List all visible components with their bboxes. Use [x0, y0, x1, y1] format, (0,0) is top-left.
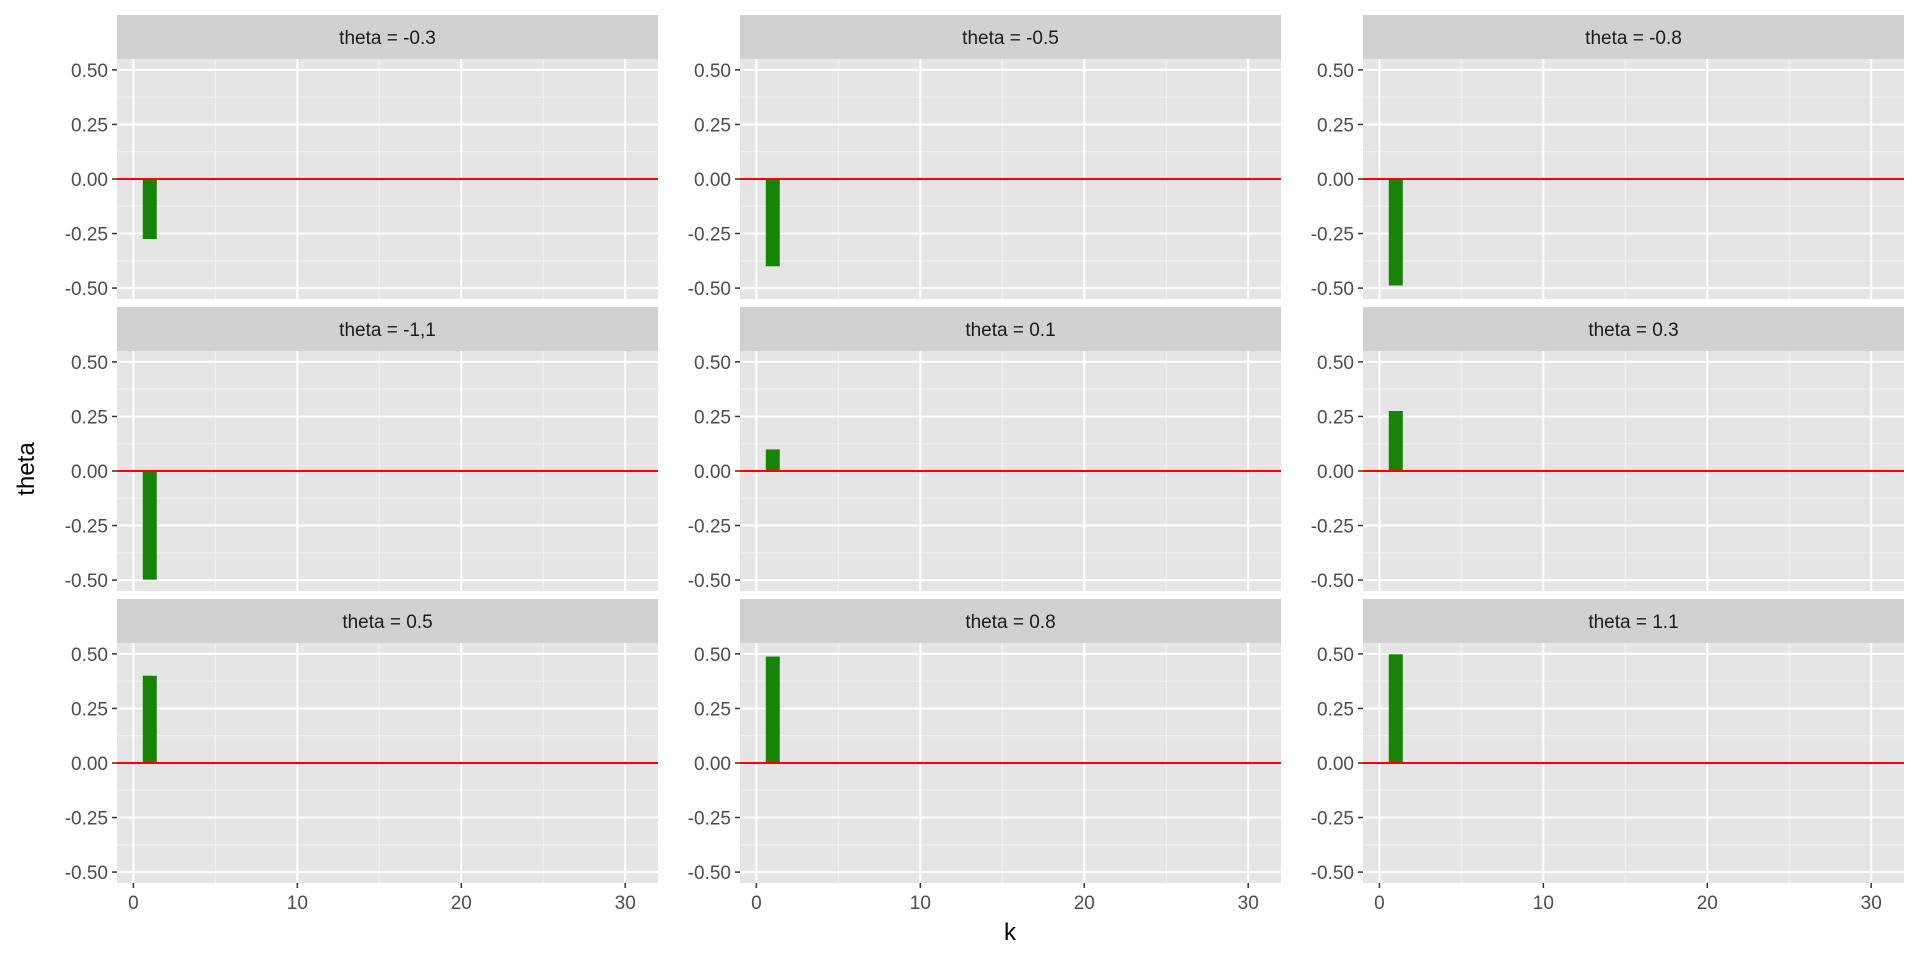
- x-tick-label: 20: [451, 893, 472, 914]
- y-tick-label: -0.50: [1311, 279, 1354, 300]
- y-tick-label: 0.50: [694, 61, 731, 82]
- facet-strip: [740, 15, 1281, 59]
- facet-panel: theta = 0.3 -0.50 -0.25 0.00 0.25 0.50: [1311, 307, 1904, 592]
- x-tick-label: 0: [1374, 893, 1385, 914]
- y-tick-label: -0.50: [65, 863, 108, 884]
- x-tick-label: 10: [287, 893, 308, 914]
- y-tick-label: -0.50: [1311, 571, 1354, 592]
- y-tick-label: 0.00: [71, 754, 108, 775]
- y-tick-label: 0.50: [71, 645, 108, 666]
- y-tick-label: 0.50: [694, 645, 731, 666]
- bar: [765, 179, 780, 267]
- facet-panel: theta = -0.8 -0.50 -0.25 0.00 0.25 0.50: [1311, 15, 1904, 300]
- facet-panel: theta = -0.5 -0.50 -0.25 0.00 0.25 0.50: [688, 15, 1281, 300]
- facet-strip-label: theta = -0.8: [1585, 28, 1682, 49]
- facet-strip: [117, 15, 658, 59]
- bar: [142, 675, 157, 763]
- y-tick-label: -0.25: [65, 517, 108, 538]
- facet-strip-label: theta = -0.3: [339, 28, 436, 49]
- y-tick-label: 0.00: [1317, 754, 1354, 775]
- facet-strip: [1363, 599, 1904, 643]
- bar: [1388, 654, 1403, 763]
- y-tick-label: 0.00: [1317, 462, 1354, 483]
- y-tick-label: 0.25: [71, 407, 108, 428]
- facet-strip-label: theta = 1.1: [1588, 612, 1678, 633]
- bar: [1388, 179, 1403, 286]
- y-tick-label: 0.50: [71, 61, 108, 82]
- x-axis-title: k: [1004, 919, 1017, 946]
- y-tick-label: 0.25: [694, 699, 731, 720]
- facet-strip: [1363, 307, 1904, 351]
- facet-strip-label: theta = 0.1: [965, 320, 1055, 341]
- y-tick-label: -0.25: [1311, 225, 1354, 246]
- x-tick-label: 0: [751, 893, 762, 914]
- y-tick-label: -0.25: [1311, 809, 1354, 830]
- y-tick-label: 0.50: [1317, 61, 1354, 82]
- y-tick-label: 0.25: [1317, 699, 1354, 720]
- bar: [765, 449, 780, 471]
- y-tick-label: 0.25: [71, 115, 108, 136]
- facet-strip: [740, 307, 1281, 351]
- x-tick-label: 10: [910, 893, 931, 914]
- facet-strip: [117, 599, 658, 643]
- facet-panel: theta = -1,1 -0.50 -0.25 0.00 0.25 0.50: [65, 307, 658, 592]
- y-tick-label: 0.25: [694, 115, 731, 136]
- y-tick-label: 0.00: [71, 462, 108, 483]
- y-tick-label: 0.50: [1317, 645, 1354, 666]
- facet-strip: [740, 599, 1281, 643]
- y-tick-label: 0.00: [694, 462, 731, 483]
- facet-strip: [117, 307, 658, 351]
- bar: [142, 471, 157, 580]
- facet-panel: theta = 0.8 -0.50 -0.25 0.00 0.25 0.50 0 10 20 30: [688, 599, 1281, 914]
- x-tick-label: 20: [1697, 893, 1718, 914]
- y-tick-label: 0.50: [71, 353, 108, 374]
- facet-strip-label: theta = 0.3: [1588, 320, 1678, 341]
- y-tick-label: -0.25: [1311, 517, 1354, 538]
- facet-strip-label: theta = -1,1: [339, 320, 436, 341]
- y-tick-label: 0.25: [694, 407, 731, 428]
- y-tick-label: -0.50: [688, 863, 731, 884]
- facet-strip-label: theta = 0.5: [342, 612, 432, 633]
- facet-panel: theta = -0.3 -0.50 -0.25 0.00 0.25 0.50: [65, 15, 658, 300]
- y-tick-label: -0.25: [688, 225, 731, 246]
- x-tick-label: 20: [1074, 893, 1095, 914]
- y-tick-label: 0.00: [694, 170, 731, 191]
- y-tick-label: 0.00: [1317, 170, 1354, 191]
- facet-panels: theta = -0.3-0.50-0.250.000.250.50theta …: [65, 15, 1904, 914]
- facet-strip: [1363, 15, 1904, 59]
- bar: [142, 179, 157, 239]
- x-tick-label: 30: [1861, 893, 1882, 914]
- x-tick-label: 30: [615, 893, 636, 914]
- facet-panel: theta = 0.5 -0.50 -0.25 0.00 0.25 0.50 0 10 20 30: [65, 599, 658, 914]
- x-tick-label: 30: [1238, 893, 1259, 914]
- y-tick-label: 0.25: [1317, 115, 1354, 136]
- y-tick-label: 0.00: [694, 754, 731, 775]
- y-tick-label: -0.25: [688, 517, 731, 538]
- y-tick-label: -0.25: [688, 809, 731, 830]
- facet-strip-label: theta = 0.8: [965, 612, 1055, 633]
- y-axis-title: theta: [13, 442, 40, 496]
- bar: [1388, 411, 1403, 471]
- facet-panel: theta = 0.1 -0.50 -0.25 0.00 0.25 0.50: [688, 307, 1281, 592]
- facet-panel: theta = 1.1 -0.50 -0.25 0.00 0.25 0.50 0 10 20 30: [1311, 599, 1904, 914]
- y-tick-label: -0.50: [688, 571, 731, 592]
- facet-strip-label: theta = -0.5: [962, 28, 1059, 49]
- bar: [765, 656, 780, 763]
- y-tick-label: 0.25: [71, 699, 108, 720]
- y-tick-label: -0.50: [1311, 863, 1354, 884]
- y-tick-label: 0.00: [71, 170, 108, 191]
- y-tick-label: -0.50: [65, 279, 108, 300]
- x-tick-label: 10: [1533, 893, 1554, 914]
- y-tick-label: -0.25: [65, 225, 108, 246]
- y-tick-label: -0.50: [688, 279, 731, 300]
- y-tick-label: 0.25: [1317, 407, 1354, 428]
- y-tick-label: 0.50: [694, 353, 731, 374]
- y-tick-label: -0.50: [65, 571, 108, 592]
- x-tick-label: 0: [128, 893, 139, 914]
- y-tick-label: 0.50: [1317, 353, 1354, 374]
- y-tick-label: -0.25: [65, 809, 108, 830]
